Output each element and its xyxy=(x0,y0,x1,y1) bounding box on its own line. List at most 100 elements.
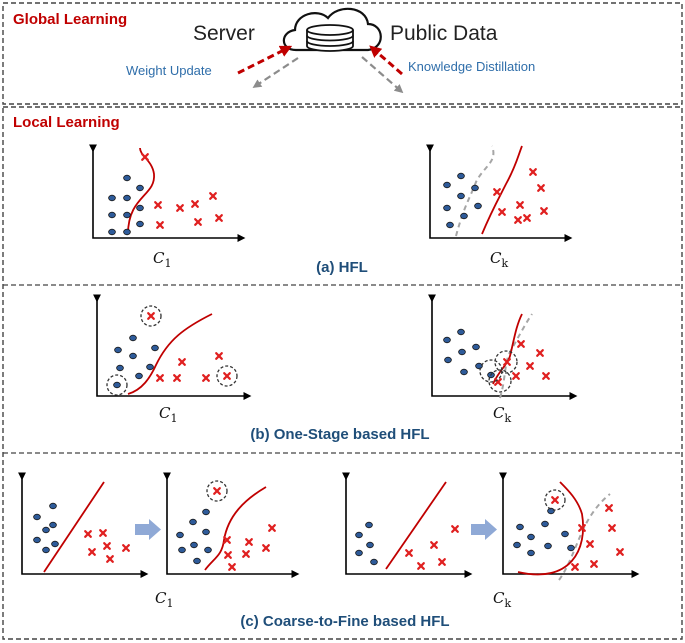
blue-class-point xyxy=(355,549,363,557)
point-group xyxy=(176,487,276,571)
red-class-point xyxy=(586,540,594,548)
blue-class-point xyxy=(527,549,535,557)
global-learning-title: Global Learning xyxy=(13,11,127,28)
blue-class-point xyxy=(114,346,122,354)
red-class-point xyxy=(493,188,501,196)
red-class-point xyxy=(526,362,534,370)
red-class-point xyxy=(512,372,520,380)
red-class-point xyxy=(215,352,223,360)
red-class-point xyxy=(262,544,270,552)
cloud-database-icon xyxy=(282,7,382,52)
one-stage-caption: (b) One-Stage based HFL xyxy=(250,426,429,443)
decision-boundary xyxy=(204,486,267,571)
blue-class-point xyxy=(146,363,154,371)
highlight-circle xyxy=(206,480,228,502)
coarse-to-fine-caption: (c) Coarse-to-Fine based HFL xyxy=(240,613,449,630)
one-stage-client-k-plot xyxy=(428,294,578,400)
one-stage-client-1-label: C1 xyxy=(159,404,177,425)
upload-arrow-right xyxy=(369,45,403,76)
coarse-client-k-after-plot xyxy=(499,472,640,581)
decision-boundary xyxy=(517,481,584,576)
red-class-point xyxy=(223,372,231,380)
coarse-boundary xyxy=(385,481,447,570)
red-class-point xyxy=(616,548,624,556)
red-class-point xyxy=(430,541,438,549)
blue-class-point xyxy=(129,352,137,360)
blue-class-point xyxy=(547,507,555,515)
blue-class-point xyxy=(49,521,57,529)
red-class-point xyxy=(178,358,186,366)
point-group xyxy=(513,496,624,571)
blue-class-point xyxy=(113,381,121,389)
blue-class-point xyxy=(457,172,465,180)
blue-class-point xyxy=(123,194,131,202)
coarse-client-k-label: Ck xyxy=(493,589,511,610)
axes xyxy=(93,294,252,400)
red-class-point xyxy=(84,530,92,538)
red-class-point xyxy=(268,524,276,532)
blue-class-point xyxy=(42,546,50,554)
blue-class-point xyxy=(178,546,186,554)
blue-class-point xyxy=(370,558,378,566)
server-label: Server xyxy=(193,22,255,45)
blue-class-point xyxy=(471,184,479,192)
highlight-circle xyxy=(479,359,503,383)
red-class-point xyxy=(516,201,524,209)
red-class-point xyxy=(106,555,114,563)
blue-class-point xyxy=(475,362,483,370)
blue-class-point xyxy=(123,174,131,182)
red-class-point xyxy=(608,524,616,532)
blue-class-point xyxy=(444,356,452,364)
blue-class-point xyxy=(49,502,57,510)
red-class-point xyxy=(551,496,559,504)
coarse-client-1-after-plot xyxy=(163,472,300,578)
hfl-client-k-label: Ck xyxy=(490,249,508,270)
blue-class-point xyxy=(123,211,131,219)
red-class-point xyxy=(245,538,253,546)
blue-class-point xyxy=(513,541,521,549)
red-class-point xyxy=(103,542,111,550)
blue-class-point xyxy=(189,518,197,526)
red-class-point xyxy=(536,349,544,357)
blue-class-point xyxy=(193,557,201,565)
highlight-circle xyxy=(216,365,238,387)
red-class-point xyxy=(590,560,598,568)
highlight-circle xyxy=(494,350,518,374)
blue-class-point xyxy=(561,530,569,538)
blue-class-point xyxy=(202,528,210,536)
red-class-point xyxy=(209,192,217,200)
blue-class-point xyxy=(33,513,41,521)
red-class-point xyxy=(202,374,210,382)
red-class-point xyxy=(417,562,425,570)
red-class-point xyxy=(542,372,550,380)
global-learning-panel xyxy=(2,2,683,105)
blue-class-point xyxy=(544,542,552,550)
blue-class-point xyxy=(136,220,144,228)
point-group xyxy=(113,312,231,389)
transition-arrow-icon xyxy=(135,519,161,540)
axes xyxy=(163,472,300,578)
blue-class-point xyxy=(355,531,363,539)
blue-class-point xyxy=(136,204,144,212)
red-class-point xyxy=(514,216,522,224)
download-arrow-left xyxy=(252,57,299,88)
red-class-point xyxy=(224,551,232,559)
coarse-client-1-before-plot xyxy=(18,472,149,578)
blue-class-point xyxy=(457,328,465,336)
red-class-point xyxy=(605,504,613,512)
red-class-point xyxy=(578,524,586,532)
red-class-point xyxy=(99,529,107,537)
blue-class-point xyxy=(176,531,184,539)
blue-class-point xyxy=(366,541,374,549)
blue-class-point xyxy=(204,546,212,554)
red-class-point xyxy=(147,312,155,320)
blue-class-point xyxy=(108,228,116,236)
red-class-point xyxy=(498,208,506,216)
blue-class-point xyxy=(108,194,116,202)
red-class-point xyxy=(122,544,130,552)
red-class-point xyxy=(173,374,181,382)
coarse-boundary xyxy=(43,481,105,573)
hfl-caption: (a) HFL xyxy=(316,259,368,276)
database-icon xyxy=(306,24,354,52)
